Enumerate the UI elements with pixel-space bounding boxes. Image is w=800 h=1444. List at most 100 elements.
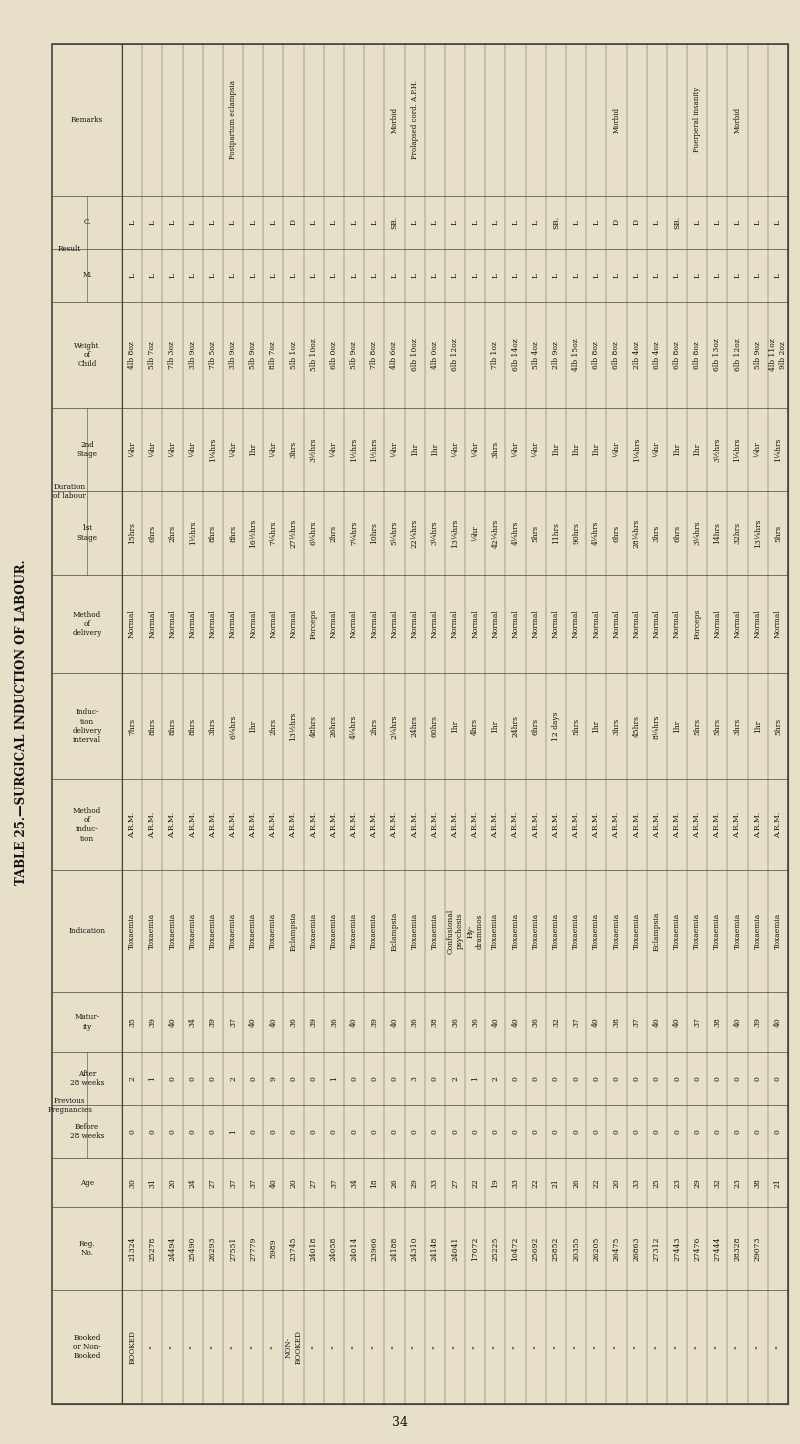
Text: L: L: [714, 273, 722, 277]
Text: Toxaemia: Toxaemia: [229, 913, 237, 949]
Text: L: L: [754, 273, 762, 277]
Text: L: L: [410, 273, 418, 277]
Text: 34: 34: [350, 1178, 358, 1187]
Text: 0: 0: [370, 1129, 378, 1135]
Text: Toxaemia: Toxaemia: [310, 913, 318, 949]
Text: 5hrs: 5hrs: [774, 524, 782, 542]
Text: 0: 0: [390, 1076, 398, 1082]
Text: 37: 37: [330, 1178, 338, 1187]
Text: A.R.M.: A.R.M.: [572, 812, 580, 838]
Text: 90hrs: 90hrs: [572, 521, 580, 544]
Text: Confusional
psychosis: Confusional psychosis: [446, 908, 464, 953]
Text: 0: 0: [471, 1129, 479, 1135]
Text: 0: 0: [633, 1076, 641, 1082]
Text: Weight
of
Child: Weight of Child: [74, 342, 100, 368]
Text: 0: 0: [350, 1076, 358, 1082]
Text: 10hrs: 10hrs: [370, 521, 378, 544]
Text: 31: 31: [148, 1178, 156, 1187]
Text: Prolapsed cord. A.P.H.: Prolapsed cord. A.P.H.: [410, 81, 418, 159]
Text: Normal: Normal: [330, 609, 338, 638]
Text: Normal: Normal: [128, 609, 136, 638]
Text: 5lb 10oz: 5lb 10oz: [310, 338, 318, 371]
Text: 27: 27: [451, 1178, 459, 1187]
Text: Reg.
No.: Reg. No.: [78, 1240, 95, 1258]
Text: 6¼hrs: 6¼hrs: [310, 521, 318, 546]
Text: 37: 37: [693, 1017, 701, 1027]
Text: L: L: [552, 273, 560, 277]
Text: L: L: [249, 273, 257, 277]
Text: 1hr: 1hr: [410, 443, 418, 456]
Text: Normal: Normal: [774, 609, 782, 638]
Text: A.R.M.: A.R.M.: [511, 812, 519, 838]
Text: ": ": [653, 1346, 661, 1349]
Text: 40: 40: [774, 1017, 782, 1027]
Text: 3½hrs: 3½hrs: [714, 438, 722, 462]
Text: L: L: [572, 273, 580, 277]
Text: ¼hr: ¼hr: [471, 442, 479, 458]
Text: Toxaemia: Toxaemia: [754, 913, 762, 949]
Text: 27½hrs: 27½hrs: [290, 518, 298, 547]
Text: 1: 1: [471, 1076, 479, 1082]
Text: A.R.M.: A.R.M.: [431, 812, 439, 838]
Text: ¼hr: ¼hr: [754, 442, 762, 458]
Text: A.R.M.: A.R.M.: [673, 812, 681, 838]
Text: 7lb 8oz: 7lb 8oz: [370, 341, 378, 368]
Text: 21324: 21324: [128, 1236, 136, 1261]
Text: 7¼hrs: 7¼hrs: [270, 521, 278, 546]
Text: 27312: 27312: [653, 1236, 661, 1261]
Text: 39: 39: [754, 1017, 762, 1027]
Text: 14hrs: 14hrs: [714, 521, 722, 544]
Text: Normal: Normal: [390, 609, 398, 638]
Text: 3hrs: 3hrs: [734, 718, 742, 735]
Text: ": ": [693, 1346, 701, 1349]
Text: Postpartum eclampsia: Postpartum eclampsia: [229, 81, 237, 159]
Text: Method
of
induc-
tion: Method of induc- tion: [73, 807, 101, 843]
Text: 8hrs: 8hrs: [209, 524, 217, 542]
Text: 33: 33: [633, 1178, 641, 1187]
Text: L: L: [290, 273, 298, 277]
Text: Normal: Normal: [249, 609, 257, 638]
Text: Toxaemia: Toxaemia: [431, 913, 439, 949]
Text: 45hrs: 45hrs: [633, 715, 641, 738]
Text: 48hrs: 48hrs: [310, 715, 318, 738]
Text: A.R.M.: A.R.M.: [310, 812, 318, 838]
Text: Normal: Normal: [410, 609, 418, 638]
Text: 0: 0: [714, 1076, 722, 1082]
Text: 0: 0: [491, 1129, 499, 1135]
Text: 36: 36: [471, 1017, 479, 1027]
Text: 1½hrs: 1½hrs: [189, 521, 197, 546]
Text: L: L: [410, 219, 418, 225]
Text: 25852: 25852: [552, 1236, 560, 1261]
Text: 27: 27: [209, 1178, 217, 1187]
Text: ¼hr: ¼hr: [390, 442, 398, 458]
Text: A.R.M.: A.R.M.: [390, 812, 398, 838]
Text: 26863: 26863: [633, 1236, 641, 1261]
Text: SB.: SB.: [552, 215, 560, 228]
Text: 36: 36: [330, 1017, 338, 1027]
Text: 5lb 4oz: 5lb 4oz: [532, 341, 540, 368]
Text: A.R.M.: A.R.M.: [128, 812, 136, 838]
Text: L: L: [491, 219, 499, 225]
Text: ¼hr: ¼hr: [532, 442, 540, 458]
Text: Method
of
delivery: Method of delivery: [72, 611, 102, 637]
Text: L: L: [532, 219, 540, 225]
Text: 9: 9: [270, 1076, 278, 1082]
Text: 0: 0: [754, 1076, 762, 1082]
Text: 0: 0: [189, 1129, 197, 1135]
Text: 6¼hrs: 6¼hrs: [229, 713, 237, 738]
Text: 8hrs: 8hrs: [169, 718, 177, 735]
Text: Eclampsia: Eclampsia: [290, 911, 298, 950]
Text: ¼hr: ¼hr: [128, 442, 136, 458]
Text: L: L: [229, 219, 237, 225]
Text: A.R.M.: A.R.M.: [532, 812, 540, 838]
Text: L: L: [390, 273, 398, 277]
Text: Normal: Normal: [270, 609, 278, 638]
Text: 26205: 26205: [592, 1236, 600, 1261]
Text: 0: 0: [169, 1076, 177, 1082]
Text: 38: 38: [613, 1017, 621, 1027]
Text: A.R.M.: A.R.M.: [633, 812, 641, 838]
Text: ¼hr: ¼hr: [511, 442, 519, 458]
Text: 2: 2: [229, 1076, 237, 1082]
Text: 1hr: 1hr: [431, 443, 439, 456]
Text: 2lb 9oz: 2lb 9oz: [552, 341, 560, 368]
